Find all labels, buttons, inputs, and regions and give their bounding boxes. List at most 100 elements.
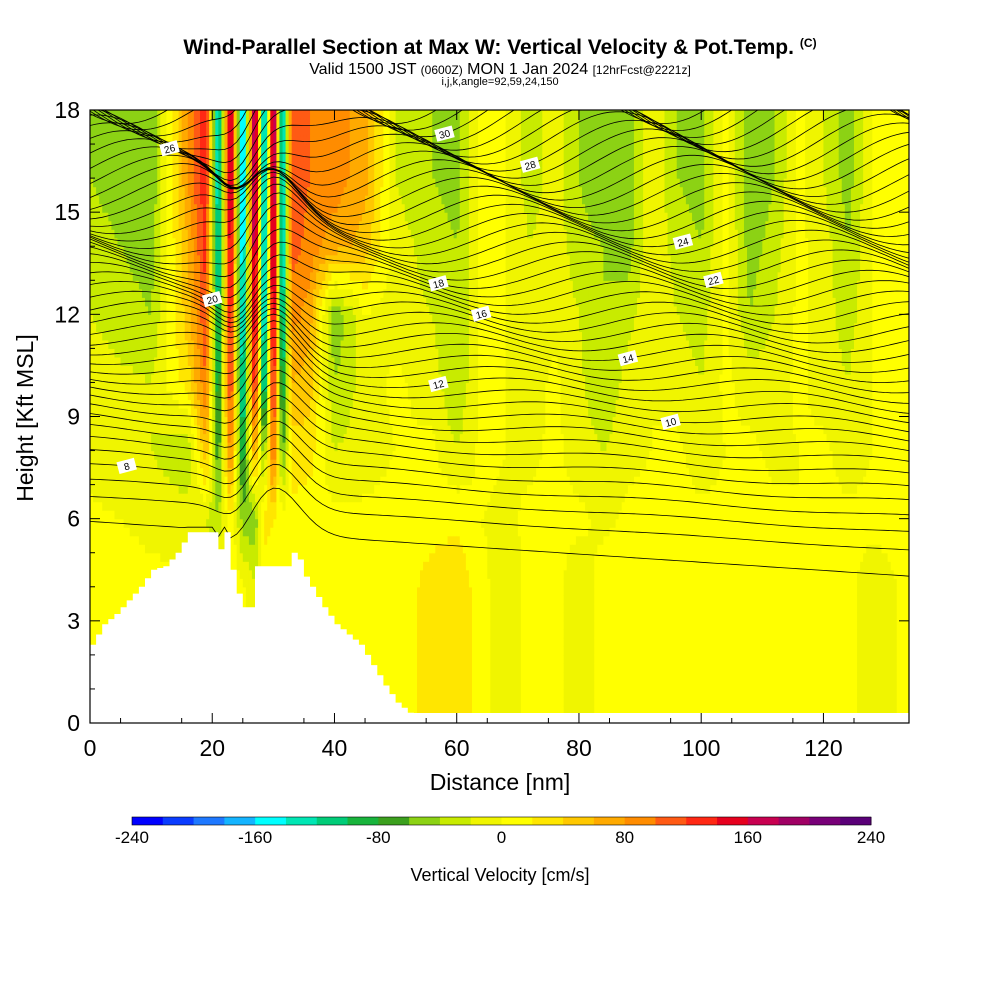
velocity-cell bbox=[126, 203, 131, 213]
velocity-cell bbox=[141, 425, 146, 435]
velocity-cell bbox=[218, 161, 223, 171]
velocity-cell bbox=[93, 144, 97, 154]
velocity-cell bbox=[120, 212, 125, 222]
velocity-cell bbox=[230, 314, 235, 324]
velocity-cell bbox=[169, 297, 174, 307]
velocity-cell bbox=[93, 425, 97, 435]
velocity-cell bbox=[221, 246, 226, 256]
velocity-cell bbox=[166, 433, 171, 443]
velocity-cell bbox=[163, 152, 167, 162]
velocity-cell bbox=[175, 178, 180, 188]
velocity-cell bbox=[291, 476, 296, 486]
velocity-cell bbox=[120, 229, 125, 239]
velocity-cell bbox=[172, 544, 177, 554]
velocity-cell bbox=[99, 280, 103, 290]
velocity-cell bbox=[138, 544, 143, 554]
velocity-cell bbox=[96, 552, 100, 562]
velocity-cell bbox=[151, 518, 155, 528]
velocity-cell bbox=[258, 322, 262, 332]
velocity-cell bbox=[181, 297, 186, 307]
velocity-cell bbox=[258, 127, 262, 137]
velocity-cell bbox=[135, 373, 140, 384]
velocity-cell bbox=[279, 467, 284, 477]
velocity-cell bbox=[145, 365, 149, 375]
velocity-cell bbox=[276, 510, 281, 520]
velocity-cell bbox=[105, 127, 109, 137]
velocity-cell bbox=[288, 331, 293, 341]
velocity-cell bbox=[141, 356, 146, 367]
velocity-cell bbox=[230, 322, 235, 332]
velocity-cell bbox=[145, 118, 149, 128]
velocity-cell bbox=[270, 527, 274, 537]
velocity-cell bbox=[166, 203, 171, 213]
velocity-cell bbox=[99, 544, 103, 554]
velocity-cell bbox=[108, 161, 112, 171]
velocity-cell bbox=[276, 331, 281, 341]
velocity-cell bbox=[282, 229, 287, 239]
velocity-cell bbox=[233, 297, 238, 307]
velocity-cell bbox=[132, 544, 137, 554]
velocity-cell bbox=[181, 246, 186, 256]
velocity-cell bbox=[148, 212, 152, 222]
velocity-cell bbox=[279, 331, 284, 341]
velocity-cell bbox=[111, 161, 116, 171]
velocity-cell bbox=[242, 356, 247, 367]
velocity-cell bbox=[93, 382, 97, 392]
velocity-cell bbox=[166, 459, 171, 469]
velocity-cell bbox=[215, 314, 219, 324]
velocity-cell bbox=[132, 212, 137, 222]
velocity-cell bbox=[151, 561, 155, 571]
velocity-cell bbox=[190, 518, 195, 528]
velocity-cell bbox=[264, 237, 268, 247]
velocity-cell bbox=[239, 339, 244, 349]
velocity-cell bbox=[172, 518, 177, 528]
velocity-cell bbox=[111, 467, 116, 477]
velocity-cell bbox=[141, 544, 146, 554]
velocity-cell bbox=[297, 510, 302, 520]
velocity-cell bbox=[166, 263, 171, 273]
velocity-cell bbox=[248, 484, 253, 494]
velocity-cell bbox=[93, 544, 97, 554]
velocity-cell bbox=[285, 169, 290, 179]
velocity-cell bbox=[248, 110, 253, 120]
velocity-cell bbox=[233, 178, 238, 188]
velocity-cell bbox=[276, 152, 281, 162]
velocity-cell bbox=[120, 186, 125, 196]
velocity-cell bbox=[163, 467, 167, 477]
velocity-cell bbox=[218, 263, 223, 273]
velocity-cell bbox=[227, 433, 232, 443]
velocity-cell bbox=[221, 118, 226, 128]
velocity-cell bbox=[120, 297, 125, 307]
velocity-cell bbox=[123, 169, 128, 179]
velocity-cell bbox=[270, 416, 274, 426]
velocity-cell bbox=[251, 467, 256, 477]
velocity-cell bbox=[93, 212, 97, 222]
velocity-cell bbox=[141, 373, 146, 384]
velocity-cell bbox=[187, 203, 192, 213]
velocity-cell bbox=[273, 322, 278, 332]
velocity-cell bbox=[111, 297, 116, 307]
velocity-cell bbox=[270, 459, 274, 469]
velocity-cell bbox=[206, 246, 210, 256]
velocity-cell bbox=[169, 373, 174, 384]
velocity-cell bbox=[242, 118, 247, 128]
velocity-cell bbox=[203, 331, 207, 341]
velocity-cell bbox=[218, 322, 223, 332]
velocity-cell bbox=[117, 544, 122, 554]
velocity-cell bbox=[245, 348, 250, 358]
velocity-cell bbox=[163, 195, 167, 205]
velocity-cell bbox=[99, 561, 103, 571]
velocity-cell bbox=[206, 263, 210, 273]
velocity-cell bbox=[288, 246, 293, 256]
velocity-cell bbox=[255, 373, 259, 384]
velocity-cell bbox=[270, 339, 274, 349]
velocity-cell bbox=[96, 382, 100, 392]
velocity-cell bbox=[294, 195, 299, 205]
velocity-cell bbox=[267, 237, 271, 247]
velocity-cell bbox=[251, 356, 256, 367]
velocity-cell bbox=[108, 510, 112, 520]
velocity-cell bbox=[90, 246, 94, 256]
velocity-cell bbox=[200, 433, 204, 443]
velocity-cell bbox=[273, 425, 278, 435]
velocity-cell bbox=[90, 348, 94, 358]
